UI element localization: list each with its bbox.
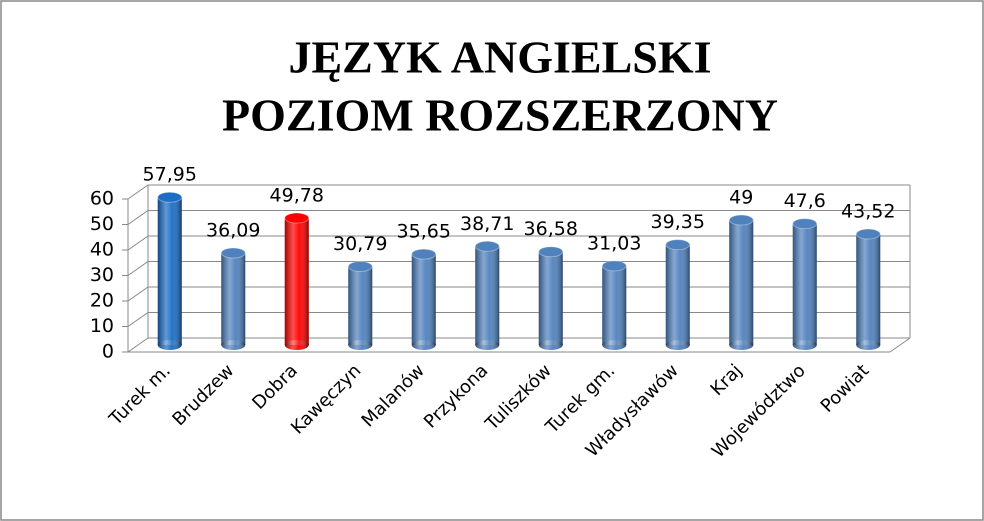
value-label: 31,03 [587,232,641,254]
bar-shade [157,197,182,345]
y-tick-label: 40 [90,239,114,261]
bar-top [855,228,881,240]
value-label: 47,6 [784,190,826,212]
y-tick-label: 20 [90,290,114,312]
bar-shade [411,254,436,345]
floor-side [889,337,911,353]
y-tick-label: 50 [90,213,114,235]
bar-base-shade [856,340,881,350]
bar-base-shade [284,340,309,350]
bar-top [220,247,246,259]
grid-line [127,312,910,327]
bar-top [665,239,691,251]
value-label: 30,79 [333,233,387,255]
bar-top [538,246,564,258]
bar-top [157,191,183,203]
bar-top [792,218,818,230]
y-tick-label: 60 [90,188,114,210]
bar-base-shade [157,340,182,350]
bar-base-shade [665,340,690,350]
bar-base-shade [221,340,246,350]
bar-top [601,260,627,272]
bar-shade [221,252,246,345]
value-label: 36,09 [206,219,260,241]
value-label: 36,58 [524,218,578,240]
bar-base-shade [475,340,500,350]
bar-top [474,240,500,252]
grid-line [127,184,910,200]
bar-top [347,260,373,272]
chart-title: POZIOM ROZSZERZONY [222,90,778,141]
value-label: 43,52 [841,201,895,223]
grid-line [127,261,910,276]
bar-base-shade [411,340,436,350]
grid-line [127,337,910,353]
value-label: 49,78 [270,185,324,207]
y-tick-label: 0 [102,341,114,363]
value-label: 39,35 [651,211,705,233]
y-tick-label: 10 [90,315,114,337]
bar-base-shade [538,340,563,350]
y-tick-label: 30 [90,264,114,286]
bar-base-shade [602,340,627,350]
bar-top [728,214,754,226]
bar-shade [348,266,373,345]
bar-shade [538,251,563,345]
bar-base-shade [729,340,754,350]
value-label: 38,71 [460,213,514,235]
bar-top [411,248,437,260]
bar-shade [475,246,500,345]
bar-shade [602,265,627,345]
bar-shade [856,234,881,345]
bar-shade [284,218,309,345]
value-label: 35,65 [397,221,451,243]
bar-shade [729,220,754,345]
bar-base-shade [348,340,373,350]
chart-title: JĘZYK ANGIELSKI [288,32,711,83]
bar-top [284,212,310,224]
grid-line [127,235,910,251]
bar-base-shade [792,340,817,350]
grid-line [127,210,910,225]
grid-line [127,286,910,302]
value-label: 57,95 [143,164,197,186]
value-label: 49 [729,187,753,209]
bar-shade [665,244,690,345]
bar-shade [792,223,817,345]
